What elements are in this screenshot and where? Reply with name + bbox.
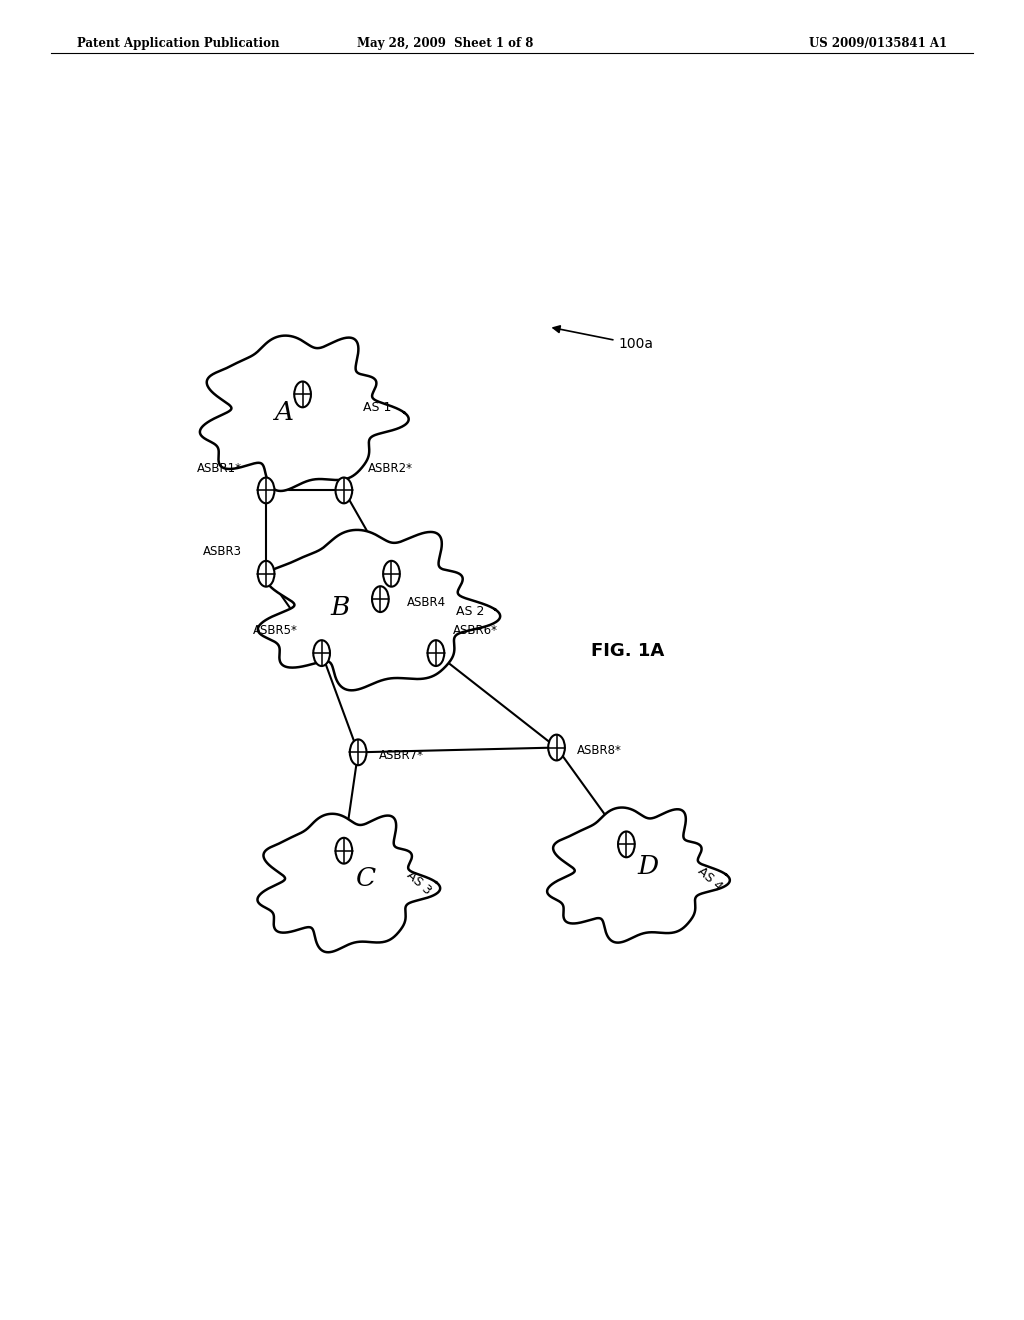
- Text: AS 4: AS 4: [695, 865, 725, 894]
- Polygon shape: [200, 335, 409, 491]
- Ellipse shape: [258, 561, 274, 586]
- Text: ASBR3: ASBR3: [204, 545, 243, 558]
- Polygon shape: [547, 808, 730, 942]
- Text: Patent Application Publication: Patent Application Publication: [77, 37, 280, 50]
- Ellipse shape: [350, 739, 367, 766]
- Ellipse shape: [618, 832, 635, 857]
- Text: A: A: [274, 400, 293, 425]
- Ellipse shape: [383, 561, 399, 586]
- Ellipse shape: [336, 478, 352, 503]
- Text: FIG. 1A: FIG. 1A: [591, 642, 665, 660]
- Ellipse shape: [548, 735, 565, 760]
- Ellipse shape: [428, 640, 444, 667]
- Text: ASBR7*: ASBR7*: [379, 748, 424, 762]
- Text: ASBR8*: ASBR8*: [578, 744, 622, 758]
- Text: B: B: [330, 594, 349, 619]
- Text: ASBR1*: ASBR1*: [198, 462, 243, 475]
- Ellipse shape: [258, 478, 274, 503]
- Text: ASBR5*: ASBR5*: [253, 624, 298, 638]
- Ellipse shape: [372, 586, 389, 612]
- Polygon shape: [257, 814, 440, 952]
- Ellipse shape: [336, 838, 352, 863]
- Polygon shape: [258, 529, 500, 690]
- Text: 100a: 100a: [553, 326, 653, 351]
- Text: ASBR4: ASBR4: [408, 595, 446, 609]
- Text: AS 1: AS 1: [362, 401, 391, 414]
- Ellipse shape: [294, 381, 311, 408]
- Text: D: D: [637, 854, 658, 879]
- Text: ASBR6*: ASBR6*: [454, 624, 499, 638]
- Ellipse shape: [313, 640, 330, 667]
- Text: ASBR2*: ASBR2*: [368, 462, 413, 475]
- Text: US 2009/0135841 A1: US 2009/0135841 A1: [809, 37, 947, 50]
- Text: AS 3: AS 3: [404, 869, 434, 896]
- Text: C: C: [356, 866, 376, 891]
- Text: May 28, 2009  Sheet 1 of 8: May 28, 2009 Sheet 1 of 8: [357, 37, 534, 50]
- Text: AS 2: AS 2: [456, 605, 484, 618]
